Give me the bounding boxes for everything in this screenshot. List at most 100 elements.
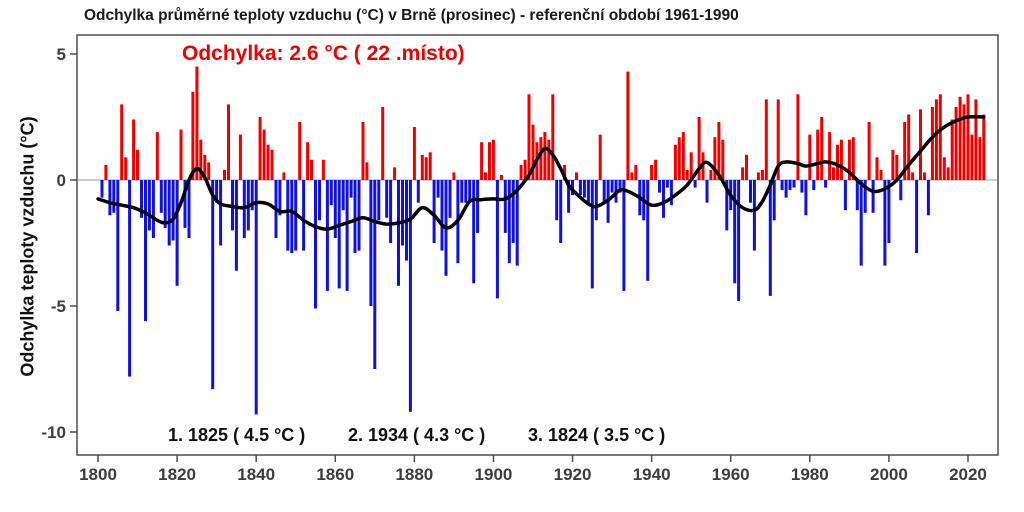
anomaly-bar: [389, 180, 393, 243]
record-1-annotation: 1. 1825 ( 4.5 °C ): [168, 425, 306, 445]
anomaly-bar: [416, 180, 420, 203]
anomaly-bar: [495, 180, 499, 299]
anomaly-bar: [946, 167, 950, 180]
anomaly-bar: [329, 180, 333, 206]
anomaly-bar: [227, 104, 230, 180]
current-deviation-annotation: Odchylka: 2.6 °C ( 22 .místo): [182, 42, 465, 65]
anomaly-bar: [602, 180, 606, 203]
anomaly-bar: [333, 180, 337, 238]
x-tick-label: 2000: [870, 465, 908, 484]
anomaly-bar: [543, 132, 547, 180]
anomaly-bar: [673, 144, 677, 180]
anomaly-bar: [163, 180, 167, 228]
anomaly-bar: [511, 180, 515, 243]
anomaly-bar: [903, 122, 907, 180]
anomaly-bar: [859, 180, 863, 266]
anomaly-bar: [250, 180, 254, 211]
anomaly-bar: [630, 172, 634, 180]
anomaly-bar: [401, 180, 404, 246]
anomaly-bar: [575, 172, 578, 180]
anomaly-bar: [547, 139, 551, 180]
anomaly-bar: [167, 180, 171, 246]
record-2-annotation: 2. 1934 ( 4.3 °C ): [348, 425, 486, 445]
anomaly-bar: [420, 154, 424, 180]
y-tick-label: 0: [57, 171, 66, 190]
anomaly-bar: [175, 180, 179, 286]
anomaly-bar: [238, 134, 242, 180]
x-tick-label: 1920: [554, 465, 592, 484]
anomaly-bar: [337, 180, 341, 289]
anomaly-bar: [697, 117, 701, 180]
anomaly-bar: [266, 144, 270, 180]
anomaly-bar: [341, 180, 345, 211]
anomaly-bar: [594, 180, 598, 221]
anomaly-bar: [408, 180, 412, 412]
anomaly-bar: [764, 99, 768, 180]
anomaly-bar: [531, 124, 535, 180]
anomaly-bar: [582, 180, 586, 198]
anomaly-bar: [923, 172, 926, 180]
x-tick-label: 2020: [949, 465, 987, 484]
anomaly-bar: [919, 109, 922, 180]
anomaly-bar: [385, 180, 389, 218]
anomaly-bar: [369, 180, 373, 306]
anomaly-bar: [460, 180, 464, 203]
anomaly-bar: [626, 71, 630, 180]
anomaly-bar: [891, 149, 895, 180]
anomaly-bar: [211, 180, 215, 390]
anomaly-bar: [191, 91, 195, 180]
anomaly-bar: [662, 180, 665, 218]
anomaly-bar: [883, 180, 887, 266]
anomaly-bar: [942, 157, 946, 180]
anomaly-bar: [737, 180, 741, 301]
anomaly-bar: [713, 137, 717, 180]
anomaly-bar: [179, 129, 183, 180]
anomaly-bar: [590, 180, 594, 289]
anomaly-bar: [124, 157, 128, 180]
anomaly-bar: [132, 119, 136, 180]
anomaly-bar: [752, 180, 756, 251]
anomaly-bar: [262, 129, 266, 180]
anomaly-bar: [234, 180, 238, 271]
anomaly-bar: [499, 175, 503, 180]
anomaly-bar: [468, 180, 472, 203]
anomaly-bar: [412, 127, 416, 180]
smoothed-anomaly-line: [96, 114, 986, 231]
anomaly-bar: [503, 180, 507, 233]
anomaly-bar: [689, 152, 693, 180]
anomaly-bar: [887, 180, 891, 243]
anomaly-bar: [567, 180, 571, 213]
anomaly-bar: [756, 172, 760, 180]
anomaly-bar: [962, 104, 966, 180]
anomaly-bar: [507, 180, 511, 264]
anomaly-bar: [824, 180, 828, 188]
anomaly-bar: [812, 180, 816, 191]
anomaly-bar: [381, 106, 385, 180]
anomaly-bar: [432, 180, 436, 243]
anomaly-bar: [839, 139, 843, 180]
anomaly-bar: [452, 172, 456, 180]
anomaly-bar: [915, 180, 919, 254]
anomaly-bar: [832, 167, 835, 180]
anomaly-bar: [258, 117, 262, 180]
anomaly-bar: [187, 180, 191, 238]
anomaly-bar: [618, 180, 622, 193]
anomaly-bar: [843, 180, 847, 211]
anomaly-bar: [717, 122, 721, 180]
anomaly-bar: [847, 139, 851, 180]
anomaly-bar: [104, 164, 108, 180]
anomaly-bar: [871, 180, 875, 213]
anomaly-bar: [345, 180, 349, 291]
anomaly-bar: [373, 180, 377, 369]
anomaly-bar: [907, 114, 911, 180]
record-3-annotation: 3. 1824 ( 3.5 °C ): [528, 425, 666, 445]
anomaly-bar: [207, 162, 211, 180]
x-tick-label: 1900: [475, 465, 513, 484]
anomaly-bar: [428, 152, 432, 180]
anomaly-bar: [357, 180, 361, 251]
anomaly-bar: [725, 180, 729, 231]
anomaly-bar: [219, 180, 223, 246]
anomaly-bar: [302, 180, 306, 251]
anomaly-bar: [519, 164, 523, 180]
